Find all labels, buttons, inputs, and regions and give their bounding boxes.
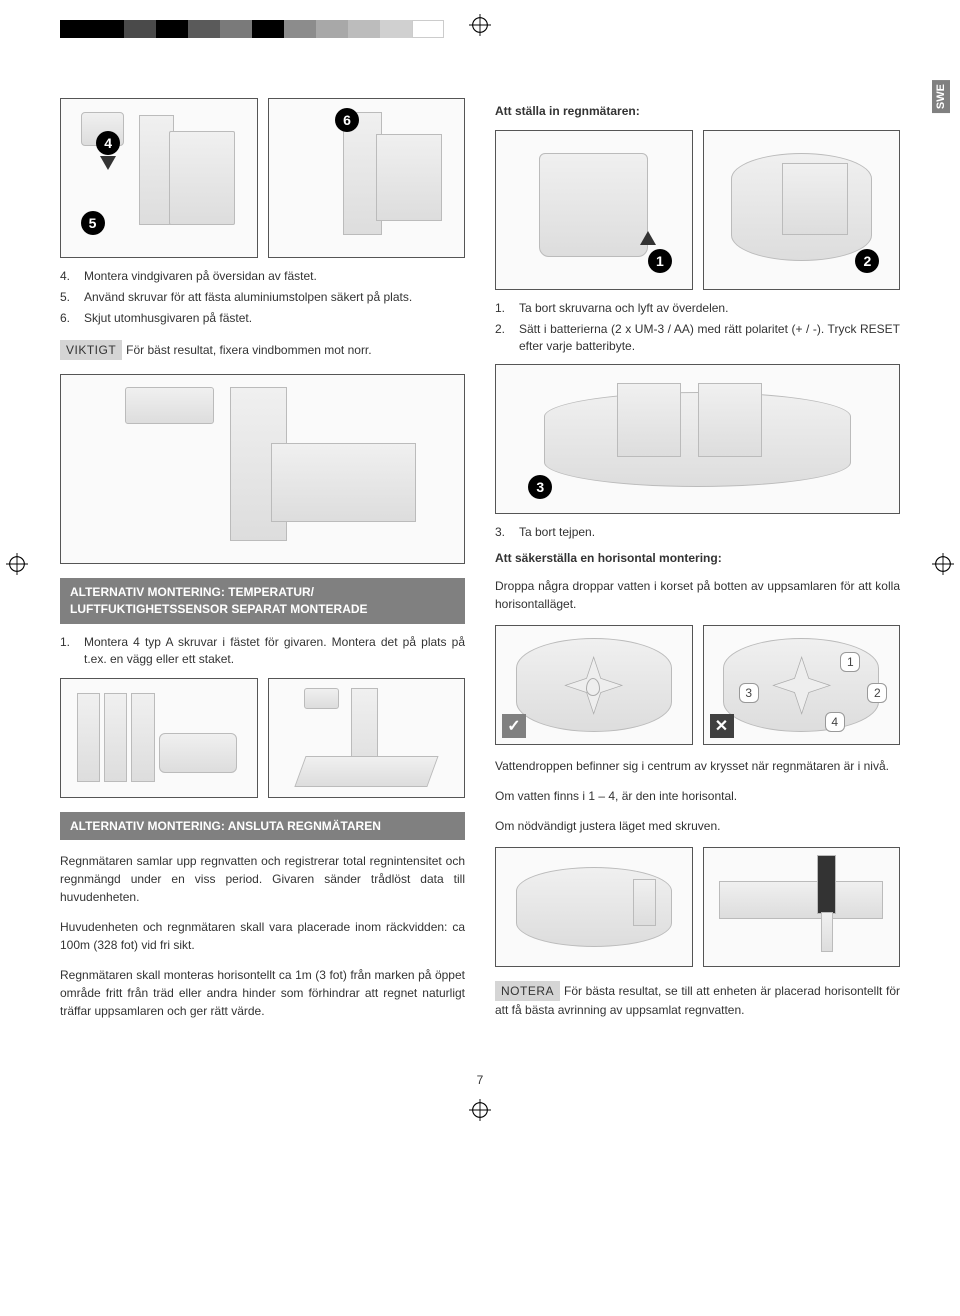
registration-mark-right [932,553,954,575]
horizontal-mounting-p4: Om nödvändigt justera läget med skruven. [495,817,900,835]
alt1-steps: 1.Montera 4 typ A skruvar i fästet för g… [60,634,465,668]
figure-badge-4: 4 [96,131,120,155]
notera-label: NOTERA [495,981,560,1001]
check-icon: ✓ [502,714,526,738]
figure-level-incorrect: 1 2 3 4 ✕ [703,625,901,745]
alt2-paragraph-3: Regnmätaren skall monteras horisontellt … [60,966,465,1020]
level-pos-2: 2 [867,683,887,703]
figure-badge-2: 2 [855,249,879,273]
notera-note: NOTERAFör bästa resultat, se till att en… [495,981,900,1019]
fig-row-left-top: 4 5 6 [60,98,465,258]
figure-pole-mount [268,678,466,798]
alt2-paragraph-2: Huvudenheten och regnmätaren skall vara … [60,918,465,954]
figure-wind-sensor-mount: 4 5 [60,98,258,258]
horizontal-mounting-p2: Vattendroppen befinner sig i centrum av … [495,757,900,775]
figure-wind-boom-north [60,374,465,564]
figure-badge-1: 1 [648,249,672,273]
horizontal-mounting-p3: Om vatten finns i 1 – 4, är den inte hor… [495,787,900,805]
viktigt-label: VIKTIGT [60,340,122,360]
viktigt-note: VIKTIGTFör bäst resultat, fixera vindbom… [60,340,465,360]
fig-row-level-check: ✓ 1 2 3 4 ✕ [495,625,900,745]
fig-row-rain-1-2: 1 2 [495,130,900,290]
registration-mark-top [469,14,491,36]
figure-level-correct: ✓ [495,625,693,745]
cross-icon: ✕ [710,714,734,738]
figure-rain-insert-batteries: 2 [703,130,901,290]
figure-rain-remove-tape: 3 [495,364,900,514]
level-pos-3: 3 [739,683,759,703]
two-column-layout: 4 5 6 4.Montera vindgivaren på översidan… [60,98,900,1033]
registration-mark-bottom [469,1099,491,1121]
level-pos-4: 4 [825,712,845,732]
registration-mark-left [6,553,28,575]
figure-adjust-2 [703,847,901,967]
left-column: 4 5 6 4.Montera vindgivaren på översidan… [60,98,465,1033]
figure-badge-3: 3 [528,475,552,499]
figure-outdoor-sensor-mount: 6 [268,98,466,258]
right-steps-1-2: 1.Ta bort skruvarna och lyft av överdele… [495,300,900,354]
page-number: 7 [60,1073,900,1087]
left-steps-4-6: 4.Montera vindgivaren på översidan av fä… [60,268,465,326]
horizontal-mounting-title: Att säkerställa en horisontal montering: [495,551,900,565]
right-step-3: 3.Ta bort tejpen. [495,524,900,541]
figure-adjust-1 [495,847,693,967]
rain-gauge-setup-title: Att ställa in regnmätaren: [495,104,900,118]
language-badge: SWE [932,80,950,113]
level-pos-1: 1 [840,652,860,672]
right-column: Att ställa in regnmätaren: 1 2 1.Ta bort… [495,98,900,1033]
alt-mounting-temp-humidity-header: ALTERNATIV MONTERING: TEMPERATUR/ LUFTFU… [60,578,465,624]
figure-wall-mount [60,678,258,798]
alt2-paragraph-1: Regnmätaren samlar upp regnvatten och re… [60,852,465,906]
alt-mounting-rain-gauge-header: ALTERNATIV MONTERING: ANSLUTA REGNMÄTARE… [60,812,465,841]
horizontal-mounting-p1: Droppa några droppar vatten i korset på … [495,577,900,613]
figure-badge-5: 5 [81,211,105,235]
fig-row-alt1 [60,678,465,798]
figure-rain-remove-top: 1 [495,130,693,290]
fig-row-adjust-screw [495,847,900,967]
